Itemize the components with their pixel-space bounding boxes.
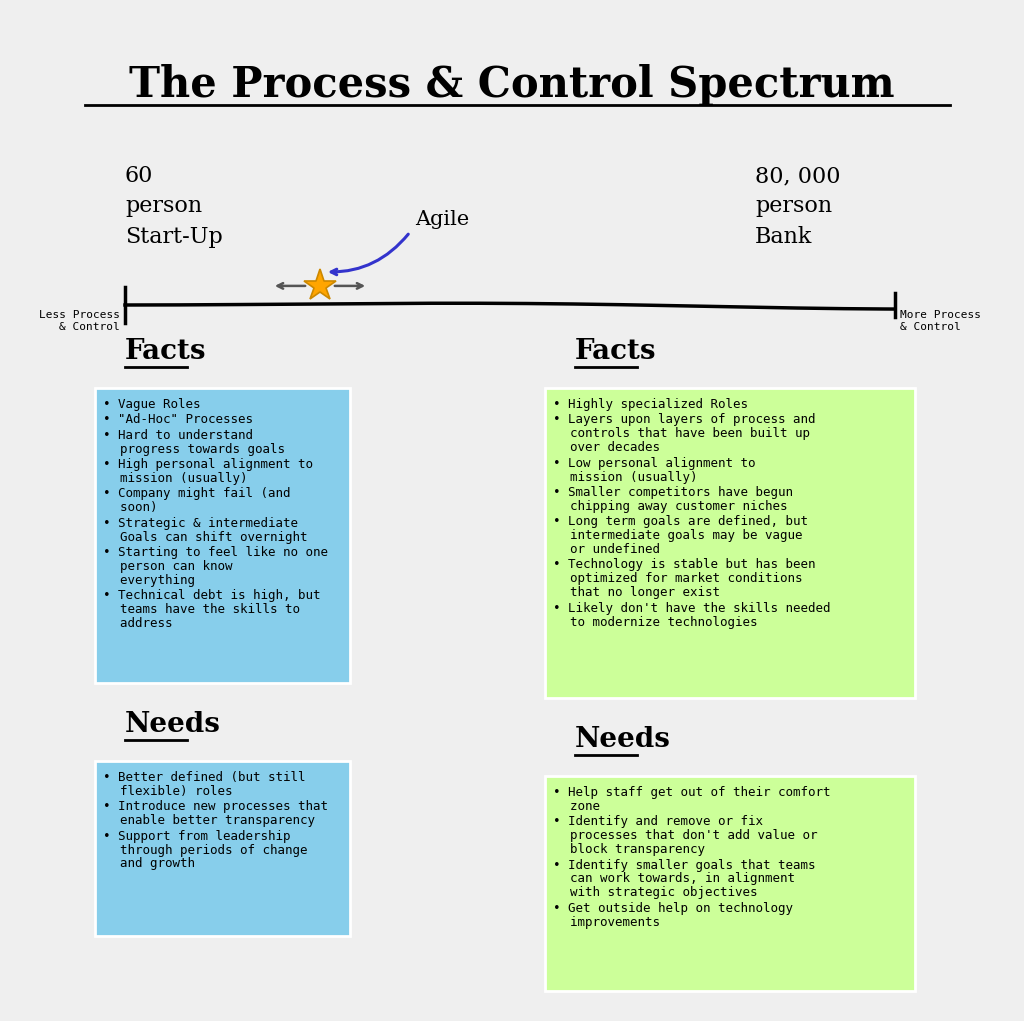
Text: • Support from leadership: • Support from leadership: [103, 830, 291, 842]
Text: Less Process
& Control: Less Process & Control: [39, 310, 120, 332]
Text: • Vague Roles: • Vague Roles: [103, 398, 201, 411]
Text: optimized for market conditions: optimized for market conditions: [555, 573, 803, 585]
FancyBboxPatch shape: [545, 776, 915, 991]
Text: zone: zone: [555, 799, 600, 813]
Text: • Get outside help on technology: • Get outside help on technology: [553, 902, 793, 915]
Text: progress towards goals: progress towards goals: [105, 443, 285, 455]
Text: and growth: and growth: [105, 858, 195, 871]
Text: improvements: improvements: [555, 916, 660, 929]
Text: • Starting to feel like no one: • Starting to feel like no one: [103, 546, 328, 558]
Text: processes that don't add value or: processes that don't add value or: [555, 829, 817, 842]
Text: • Strategic & intermediate: • Strategic & intermediate: [103, 517, 298, 530]
Text: address: address: [105, 617, 172, 630]
FancyBboxPatch shape: [95, 388, 350, 683]
Text: chipping away customer niches: chipping away customer niches: [555, 500, 787, 513]
Text: 80, 000
person
Bank: 80, 000 person Bank: [755, 165, 841, 248]
Text: Facts: Facts: [125, 338, 207, 364]
FancyBboxPatch shape: [545, 388, 915, 698]
FancyBboxPatch shape: [95, 761, 350, 936]
Text: • High personal alignment to: • High personal alignment to: [103, 458, 313, 471]
Text: • Technology is stable but has been: • Technology is stable but has been: [553, 558, 815, 572]
Text: Facts: Facts: [575, 338, 656, 364]
Text: can work towards, in alignment: can work towards, in alignment: [555, 873, 795, 885]
Text: mission (usually): mission (usually): [555, 471, 697, 484]
Text: person can know: person can know: [105, 560, 232, 573]
Text: Agile: Agile: [415, 210, 469, 230]
Text: • Identify smaller goals that teams: • Identify smaller goals that teams: [553, 859, 815, 872]
Text: flexible) roles: flexible) roles: [105, 785, 232, 798]
Text: soon): soon): [105, 501, 158, 515]
Text: The Process & Control Spectrum: The Process & Control Spectrum: [129, 64, 895, 106]
Text: • Company might fail (and: • Company might fail (and: [103, 487, 291, 500]
Text: • Introduce new processes that: • Introduce new processes that: [103, 800, 328, 814]
Text: controls that have been built up: controls that have been built up: [555, 428, 810, 440]
Text: • Layers upon layers of process and: • Layers upon layers of process and: [553, 414, 815, 427]
Text: that no longer exist: that no longer exist: [555, 586, 720, 599]
Text: mission (usually): mission (usually): [105, 472, 248, 485]
Text: over decades: over decades: [555, 441, 660, 454]
Text: intermediate goals may be vague: intermediate goals may be vague: [555, 529, 803, 542]
Text: to modernize technologies: to modernize technologies: [555, 616, 758, 629]
Text: • Technical debt is high, but: • Technical debt is high, but: [103, 589, 321, 602]
Text: • "Ad-Hoc" Processes: • "Ad-Hoc" Processes: [103, 414, 253, 427]
Text: • Identify and remove or fix: • Identify and remove or fix: [553, 816, 763, 828]
Text: Needs: Needs: [575, 726, 671, 753]
Text: More Process
& Control: More Process & Control: [900, 310, 981, 332]
Text: • Long term goals are defined, but: • Long term goals are defined, but: [553, 516, 808, 528]
Text: everything: everything: [105, 574, 195, 587]
Text: • Help staff get out of their comfort: • Help staff get out of their comfort: [553, 786, 830, 799]
Text: • Likely don't have the skills needed: • Likely don't have the skills needed: [553, 601, 830, 615]
Text: Goals can shift overnight: Goals can shift overnight: [105, 531, 307, 543]
Text: Needs: Needs: [125, 711, 221, 738]
Text: or undefined: or undefined: [555, 543, 660, 556]
Text: • Better defined (but still: • Better defined (but still: [103, 771, 305, 784]
Text: • Highly specialized Roles: • Highly specialized Roles: [553, 398, 748, 411]
Text: • Low personal alignment to: • Low personal alignment to: [553, 456, 756, 470]
Text: 60
person
Start-Up: 60 person Start-Up: [125, 165, 223, 248]
Text: block transparency: block transparency: [555, 843, 705, 857]
Text: with strategic objectives: with strategic objectives: [555, 886, 758, 900]
Text: • Hard to understand: • Hard to understand: [103, 429, 253, 442]
Text: enable better transparency: enable better transparency: [105, 814, 315, 827]
Text: • Smaller competitors have begun: • Smaller competitors have begun: [553, 486, 793, 499]
Text: through periods of change: through periods of change: [105, 843, 307, 857]
Text: teams have the skills to: teams have the skills to: [105, 603, 300, 616]
